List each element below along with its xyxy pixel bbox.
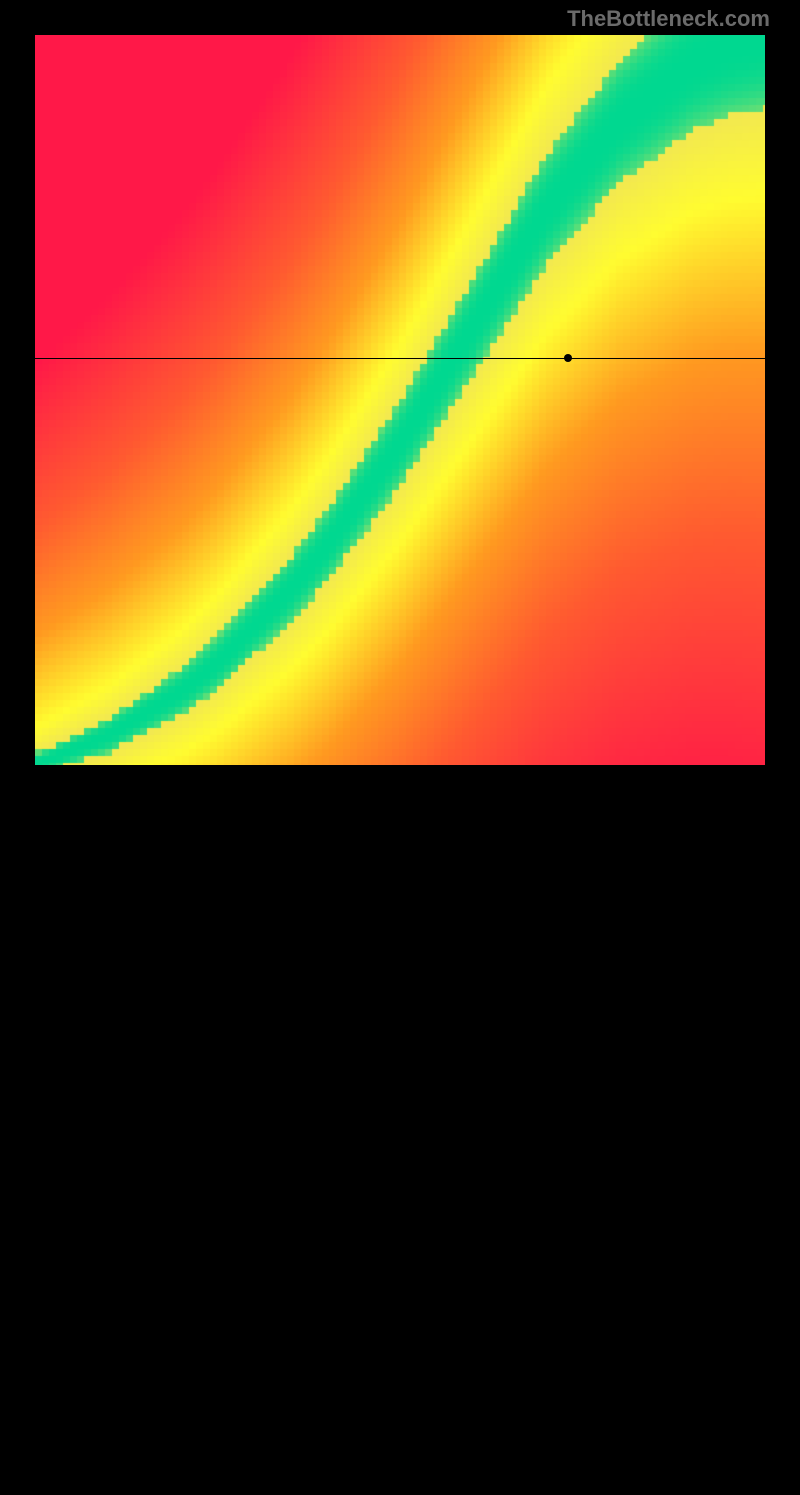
crosshair-marker [564,354,572,362]
crosshair-horizontal [35,358,765,359]
crosshair-vertical [568,765,569,1495]
heatmap-canvas [35,35,765,765]
watermark-text: TheBottleneck.com [567,6,770,32]
heatmap-plot [35,35,765,765]
